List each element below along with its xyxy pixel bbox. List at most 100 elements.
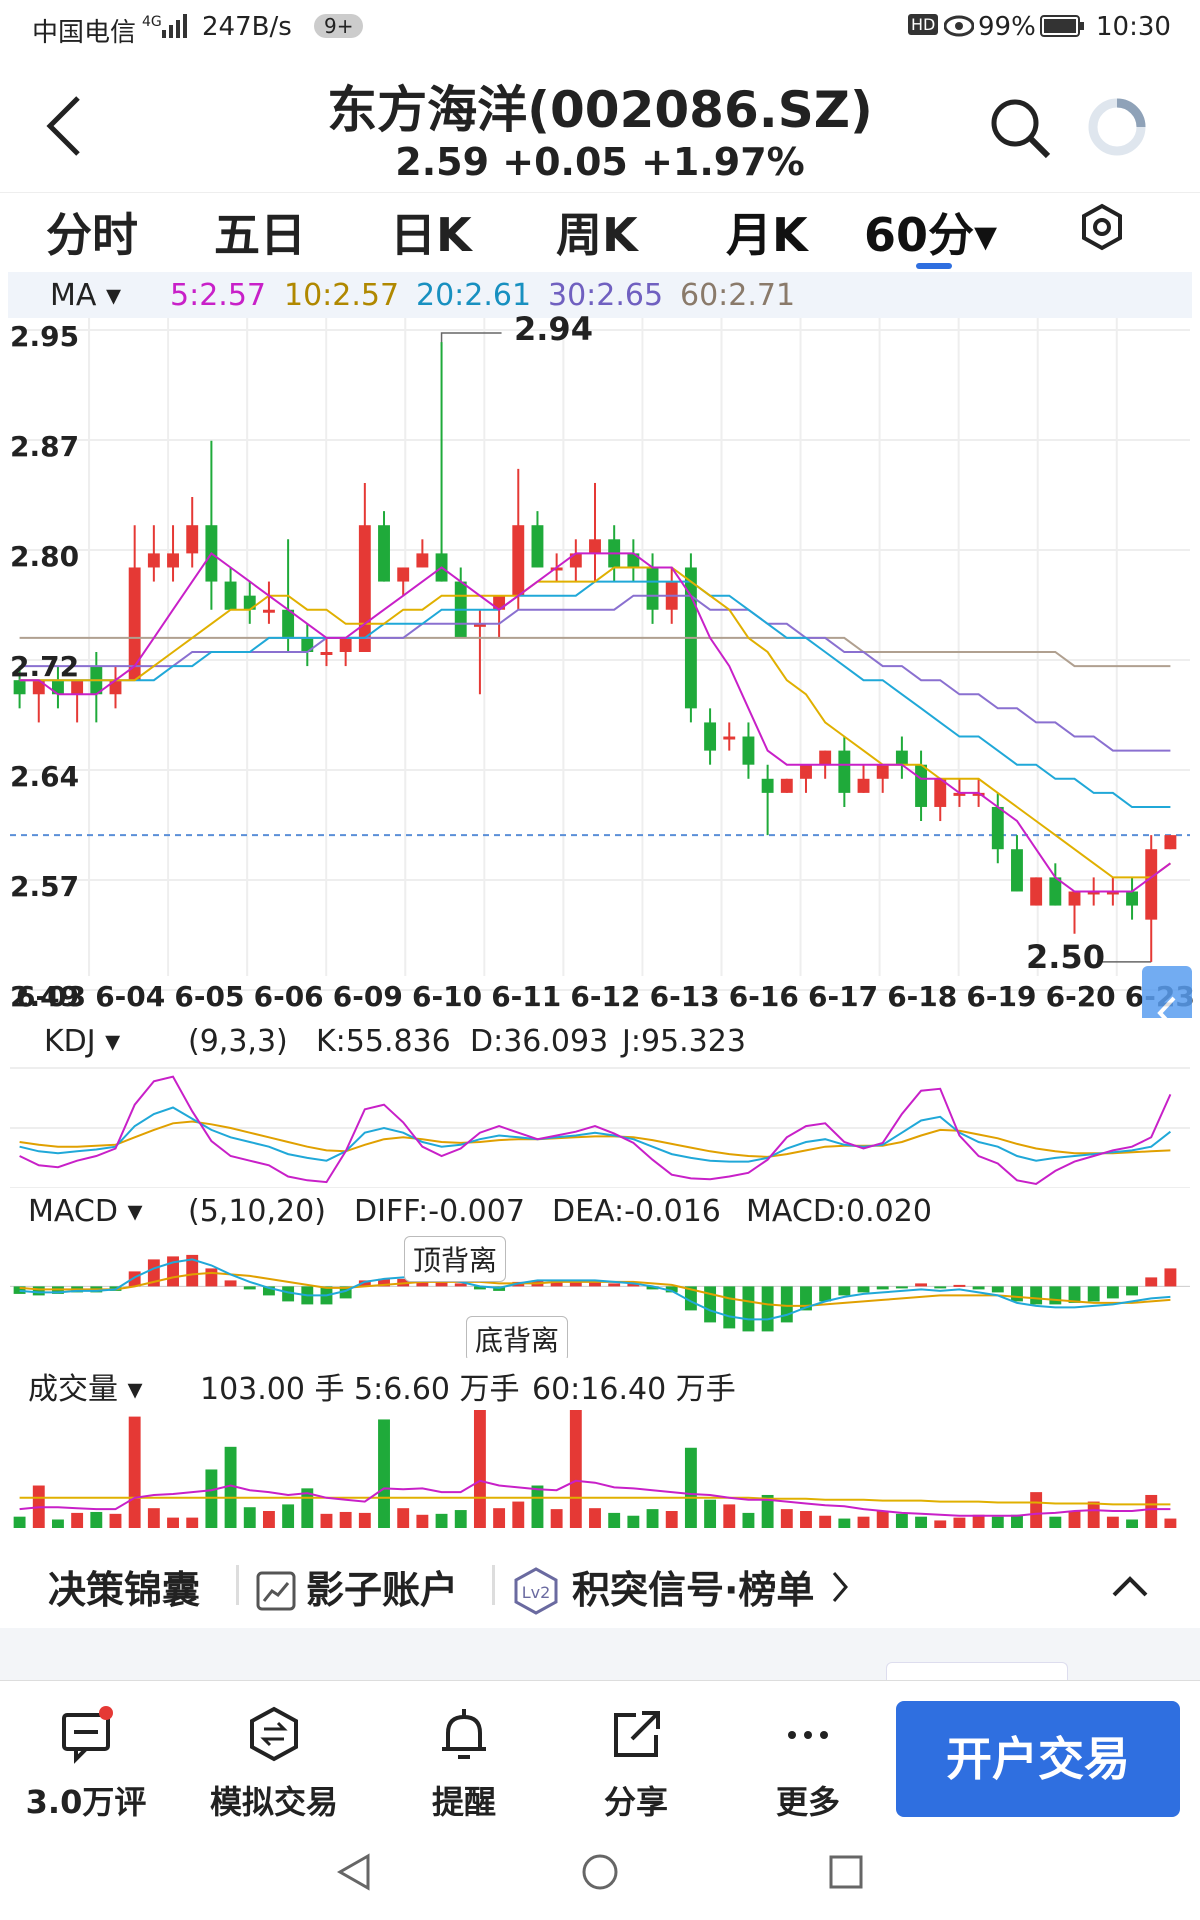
decision-kit-link[interactable]: 决策锦囊: [48, 1568, 201, 1612]
macd-bar: [761, 1286, 774, 1332]
tab-daily-k[interactable]: 日K: [390, 208, 472, 262]
volume-bar: [1030, 1492, 1043, 1528]
more-button[interactable]: 更多: [728, 1681, 888, 1831]
candle-body: [761, 778, 774, 793]
volume-ma60: 60:16.40 万手: [532, 1372, 736, 1407]
date-axis-label: 6-03: [16, 980, 87, 1013]
candle-body: [1068, 891, 1081, 906]
macd-bar: [243, 1286, 256, 1290]
tab-60min[interactable]: 60分▾: [864, 208, 998, 262]
bottom-divergence-tag: 底背离: [466, 1316, 569, 1362]
open-account-trade-button[interactable]: 开户交易: [896, 1701, 1180, 1817]
candle-body: [320, 652, 333, 655]
date-axis-label: 6-20: [1045, 980, 1116, 1013]
share-button[interactable]: 分享: [556, 1681, 716, 1831]
volume-indicator-selector[interactable]: 成交量 ▾: [28, 1372, 143, 1407]
candle-body: [109, 680, 122, 695]
collapse-strip-button[interactable]: [1110, 1573, 1150, 1603]
candle-body: [71, 680, 84, 695]
candle-body: [493, 595, 506, 610]
shadow-account-link[interactable]: 影子账户: [306, 1568, 459, 1612]
candle-body: [378, 525, 390, 582]
back-triangle-icon[interactable]: [334, 1852, 374, 1892]
macd-bar: [972, 1286, 985, 1290]
recents-square-icon[interactable]: [826, 1852, 866, 1892]
tool-strip: 决策锦囊 影子账户 Lv2 积突信号·榜单: [0, 1545, 1200, 1625]
notification-badge: 9+: [314, 14, 364, 38]
ma10-line: [19, 566, 1171, 879]
candle-body: [953, 792, 966, 796]
candle-body: [1126, 891, 1138, 906]
candle-body: [358, 525, 371, 652]
share-icon: [614, 1711, 660, 1757]
back-button[interactable]: [44, 94, 84, 162]
more-dots-icon: [788, 1731, 828, 1739]
net-speed: 247B/s: [202, 12, 292, 42]
macd-indicator-selector[interactable]: MACD ▾: [28, 1194, 143, 1229]
price-axis-label: 2.49: [10, 980, 80, 1013]
macd-bar: [358, 1280, 371, 1287]
macd-dea-line: [19, 1271, 1171, 1307]
alert-button[interactable]: 提醒: [384, 1681, 544, 1831]
macd-bar: [742, 1286, 755, 1332]
macd-bar: [147, 1259, 160, 1287]
candle-body: [915, 764, 928, 807]
home-circle-icon[interactable]: [580, 1852, 620, 1892]
volume-bar: [550, 1509, 563, 1528]
divider: [236, 1565, 239, 1605]
kdj-j-value: J:95.323: [622, 1024, 746, 1059]
candle-body: [895, 750, 908, 765]
candle-body: [1145, 849, 1158, 920]
volume-bar: [761, 1494, 774, 1528]
tab-intraday[interactable]: 分时: [46, 208, 138, 262]
system-nav-bar: [0, 1840, 1200, 1920]
volume-bar: [646, 1509, 659, 1528]
signal-rank-link[interactable]: 积突信号·榜单: [572, 1568, 815, 1612]
volume-bar: [339, 1511, 352, 1528]
volume-bar: [589, 1508, 601, 1528]
kdj-indicator-selector[interactable]: KDJ ▾: [44, 1024, 121, 1059]
macd-bar: [857, 1286, 870, 1293]
volume-bar: [819, 1515, 832, 1528]
volume-bar: [857, 1516, 870, 1528]
eye-icon: [943, 14, 975, 44]
divider: [492, 1565, 495, 1605]
ma-indicator-selector[interactable]: MA ▾: [50, 278, 122, 313]
volume-legend: 成交量 ▾ 103.00 手 5:6.60 万手 60:16.40 万手: [8, 1358, 1192, 1407]
volume-bar: [627, 1515, 640, 1528]
candle-body: [800, 764, 812, 779]
chevron-right-icon[interactable]: [830, 1569, 850, 1609]
candle-body: [991, 806, 1004, 850]
tab-monthly-k[interactable]: 月K: [726, 208, 808, 262]
shadow-account-icon: [256, 1571, 296, 1615]
candle-body: [569, 553, 582, 568]
volume-bar: [186, 1517, 199, 1528]
macd-bar: [167, 1256, 179, 1287]
candle-body: [1030, 877, 1043, 906]
candle-body: [512, 525, 525, 596]
comments-button[interactable]: 3.0万评: [6, 1681, 166, 1831]
candle-body: [416, 553, 429, 568]
candle-body: [972, 792, 985, 796]
date-axis-label: 6-12: [570, 980, 641, 1013]
refresh-button[interactable]: [1086, 96, 1148, 162]
candle-body: [531, 525, 544, 568]
macd-bar: [1030, 1286, 1043, 1305]
high-leader-line: [440, 332, 502, 347]
macd-bar: [1126, 1286, 1138, 1296]
alert-label: 提醒: [431, 1783, 496, 1821]
tab-five-day[interactable]: 五日: [214, 208, 306, 262]
sim-trade-button[interactable]: 模拟交易: [194, 1681, 354, 1831]
chart-settings-button[interactable]: [1080, 203, 1124, 255]
macd-bar: [1011, 1286, 1023, 1302]
date-axis-label: 6-04: [95, 980, 166, 1013]
low-price-label: 2.50: [1026, 938, 1105, 976]
macd-diff-value: DIFF:-0.007: [354, 1194, 525, 1229]
search-button[interactable]: [988, 96, 1052, 164]
macd-bar: [953, 1284, 966, 1287]
date-axis-label: 6-16: [728, 980, 799, 1013]
macd-bar: [378, 1278, 390, 1287]
bottom-nav: 3.0万评 模拟交易 提醒 分享 更多 开户交易: [0, 1680, 1200, 1841]
candle-body: [723, 736, 736, 740]
tab-weekly-k[interactable]: 周K: [556, 208, 638, 262]
